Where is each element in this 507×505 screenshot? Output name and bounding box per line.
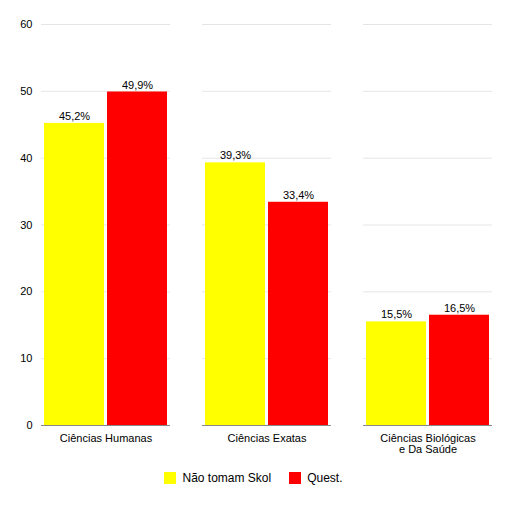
- html-text:Quest.: Quest.: [307, 471, 343, 485]
- svg-text:20: 20: [20, 285, 32, 297]
- svg-text:33,4%: 33,4%: [283, 189, 314, 201]
- svg-text:Ciências Exatas: Ciências Exatas: [228, 432, 307, 444]
- svg-text:50: 50: [20, 85, 32, 97]
- svg-text:Ciências Humanas: Ciências Humanas: [60, 432, 153, 444]
- svg-text:16,5%: 16,5%: [444, 302, 475, 314]
- svg-text:15,5%: 15,5%: [381, 308, 412, 320]
- svg-text:0: 0: [26, 419, 32, 431]
- html-text:Não tomam Skol: Não tomam Skol: [182, 471, 272, 485]
- svg-text:39,3%: 39,3%: [220, 149, 251, 161]
- svg-text:49,9%: 49,9%: [122, 79, 153, 91]
- svg-text:10: 10: [20, 352, 32, 364]
- svg-text:Ciências Biológicase Da Saúde: Ciências Biológicase Da Saúde: [380, 432, 476, 455]
- svg-text:30: 30: [20, 219, 32, 231]
- svg-text:40: 40: [20, 152, 32, 164]
- svg-text:60: 60: [20, 18, 32, 30]
- svg-text:45,2%: 45,2%: [59, 110, 90, 122]
